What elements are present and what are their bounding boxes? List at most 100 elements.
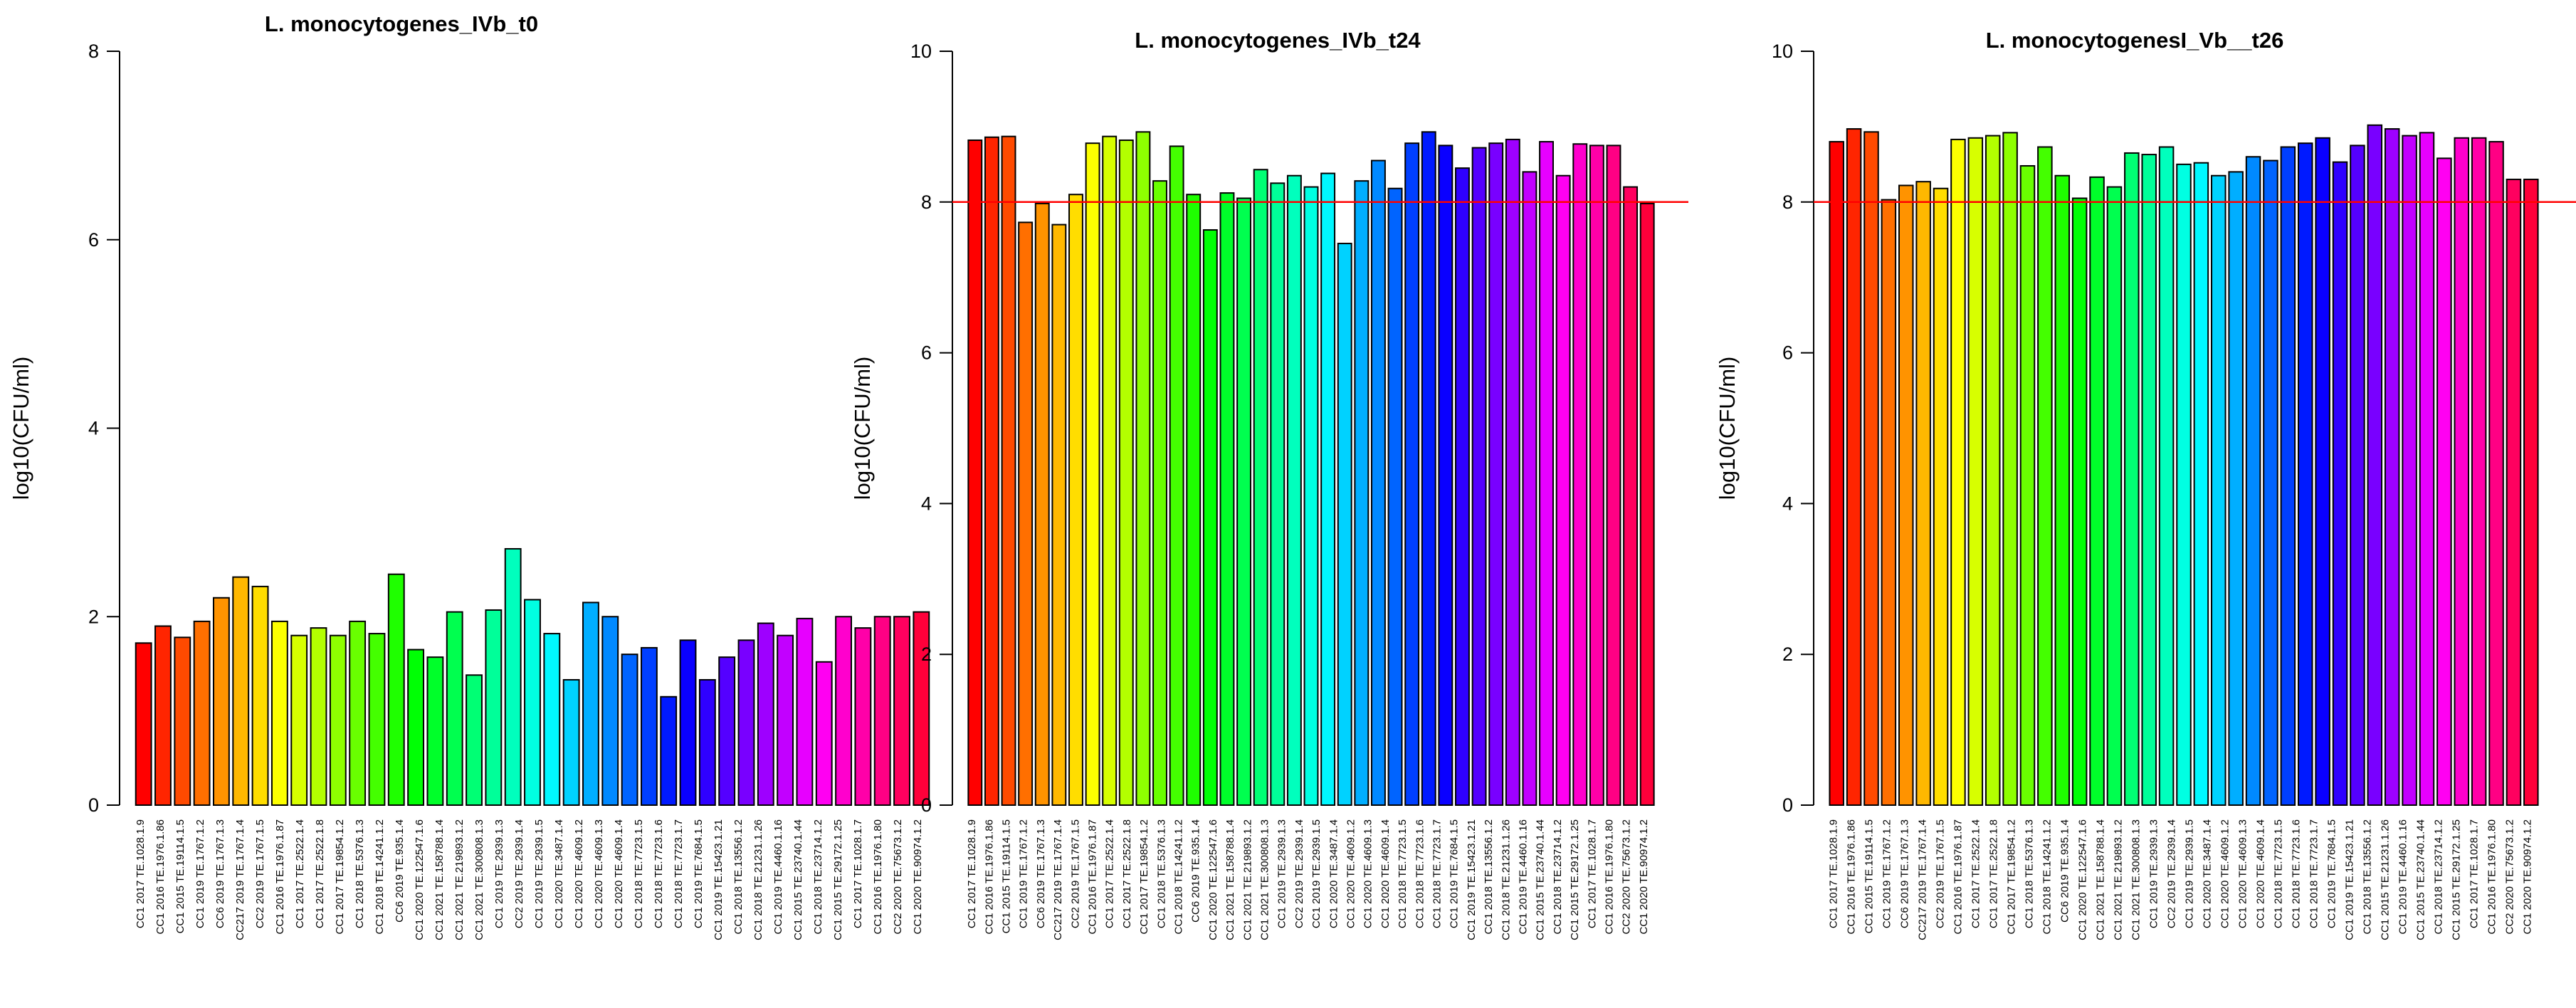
x-category-label: CC1 2017 TE.2522.1.8	[314, 819, 326, 928]
x-category-label: CC1 2019 TE.15423.1.21	[713, 819, 725, 940]
bar	[154, 625, 172, 806]
y-tick-label: 4	[88, 418, 99, 439]
x-category-label: CC2 2020 TE.75673.1.2	[2504, 819, 2516, 935]
x-category-label: CC1 2020 TE.122547.1.6	[2077, 819, 2089, 940]
bar	[270, 620, 288, 806]
x-category-label: CC1 2019 TE.4460.1.16	[772, 819, 784, 935]
bar	[524, 599, 541, 806]
chart-panel-0: L. monocytogenes_IVb_t0 0 2 4 6 8 log10(CFU/ml…	[9, 11, 930, 940]
bar	[1846, 128, 1862, 806]
bar	[1186, 194, 1202, 806]
y-tick-label: 10	[910, 41, 932, 62]
bar	[1001, 135, 1016, 807]
x-category-label: CC1 2016 TE.1976.1.80	[872, 819, 884, 935]
bar	[1354, 180, 1370, 806]
x-category-label: CC1 2017 TE.2522.1.4	[1104, 819, 1116, 928]
x-category-label: CC1 2015 TE.23740.1.44	[1535, 819, 1547, 940]
bar	[1404, 142, 1420, 806]
bar	[2523, 179, 2539, 806]
x-category-label: CC1 2020 TE.90974.1.2	[1638, 819, 1650, 935]
x-category-label: CC1 2018 TE.7723.1.5	[1397, 819, 1409, 928]
bar	[2402, 135, 2417, 807]
bar	[815, 661, 833, 806]
x-category-label: CC1 2016 TE.1976.1.87	[1087, 819, 1099, 935]
bar	[1135, 131, 1151, 806]
chart-title: L. monocytogenes_IVb_t0	[265, 11, 538, 36]
x-category-label: CC6 2019 TE.1767.1.3	[214, 819, 226, 928]
bar	[2071, 197, 2088, 806]
bar	[2141, 154, 2157, 806]
y-tick-label: 10	[1772, 41, 1793, 62]
bar	[2471, 137, 2487, 806]
x-category-label: CC1 2019 TE.2939.1.5	[2184, 819, 2196, 928]
x-category-label: CC6 2019 TE.935.1.4	[1190, 819, 1202, 923]
x-category-label: CC1 2018 TE.14241.1.2	[374, 819, 386, 935]
x-category-label: CC1 2020 TE.4609.1.4	[1379, 819, 1392, 928]
bar	[1202, 229, 1218, 807]
x-category-label: CC1 2017 TE.1028.1.9	[1828, 819, 1840, 928]
x-category-label: CC1 2016 TE.1976.1.86	[1846, 819, 1858, 935]
bar	[1539, 141, 1554, 806]
x-category-label: CC1 2018 TE.7723.1.7	[1431, 819, 1444, 928]
bar	[1438, 145, 1453, 807]
bar	[2263, 159, 2278, 807]
x-category-label: CC1 2020 TE.4609.1.2	[573, 819, 585, 928]
bar	[1455, 167, 1470, 806]
x-category-label: CC1 2016 TE.1976.1.86	[154, 819, 167, 935]
x-category-label: CC1 2019 TE.1767.1.2	[1881, 819, 1893, 928]
bar	[1950, 138, 1966, 806]
x-category-label: CC1 2021 TE.219893.1.2	[453, 819, 466, 940]
bar	[2054, 174, 2071, 807]
y-tick-label: 0	[921, 794, 932, 816]
x-category-label: CC1 2018 TE.13556.1.2	[1483, 819, 1495, 935]
x-category-label: CC1 2019 TE.4460.1.16	[2397, 819, 2409, 935]
chart-title: L. monocytogenes_IVb_t24	[1135, 28, 1421, 53]
x-category-label: CC1 2020 TE.4609.1.2	[1345, 819, 1357, 928]
x-category-label: CC1 2018 TE.7723.1.6	[653, 819, 665, 928]
bar	[2367, 124, 2383, 806]
chart-title: L. monocytogenesI_Vb__t26	[1986, 28, 2284, 53]
x-category-label: CC1 2016 TE.1976.1.80	[1604, 819, 1616, 935]
bar	[407, 649, 425, 807]
bar	[193, 620, 211, 806]
bar	[251, 585, 269, 806]
x-category-label: CC1 2016 TE.1976.1.86	[983, 819, 995, 935]
x-category-label: CC1 2017 TE.1028.1.7	[2469, 819, 2481, 928]
x-category-label: CC1 2015 TE.29172.1.25	[832, 819, 844, 940]
bar	[2245, 156, 2261, 806]
bar	[2124, 152, 2140, 807]
x-category-label: CC1 2015 TE.23740.1.44	[792, 819, 804, 940]
x-category-label: CC1 2016 TE.1976.1.80	[2486, 819, 2498, 935]
x-category-label: CC1 2017 TE.1028.1.9	[135, 819, 147, 928]
bar	[1085, 142, 1100, 806]
x-category-label: CC2 2020 TE.75673.1.2	[892, 819, 904, 935]
x-category-label: CC1 2020 TE.4609.1.3	[593, 819, 605, 928]
bar	[2037, 146, 2053, 807]
x-category-label: CC1 2018 TE.7723.1.7	[2308, 819, 2320, 928]
bar	[1253, 169, 1268, 806]
x-category-label: CC1 2017 TE.1028.1.9	[966, 819, 978, 928]
bar	[213, 597, 230, 807]
y-tick-label: 2	[1782, 644, 1793, 665]
bar	[984, 136, 999, 807]
x-category-label: CC1 2018 TE.7723.1.5	[633, 819, 645, 928]
bar	[582, 602, 599, 806]
x-category-label: CC1 2016 TE.1976.1.87	[1952, 819, 1965, 935]
bar	[1933, 187, 1949, 806]
x-category-label: CC1 2018 TE.23714.1.2	[1552, 819, 1564, 935]
bar	[174, 636, 191, 806]
x-category-label: CC1 2018 TE.14241.1.2	[1173, 819, 1185, 935]
x-category-label: CC1 2019 TE.7684.1.5	[1449, 819, 1461, 928]
bar	[1984, 135, 2001, 807]
x-category-label: CC2 2019 TE.1767.1.5	[1935, 819, 1947, 928]
bar	[1639, 202, 1655, 807]
bar	[290, 634, 308, 806]
bar	[2454, 137, 2469, 806]
bar	[1102, 135, 1118, 807]
bar	[1371, 159, 1386, 807]
bar	[1068, 194, 1083, 806]
bar	[1169, 145, 1184, 806]
x-category-label: CC1 2019 TE.7684.1.5	[2326, 819, 2338, 928]
bar	[893, 616, 910, 806]
